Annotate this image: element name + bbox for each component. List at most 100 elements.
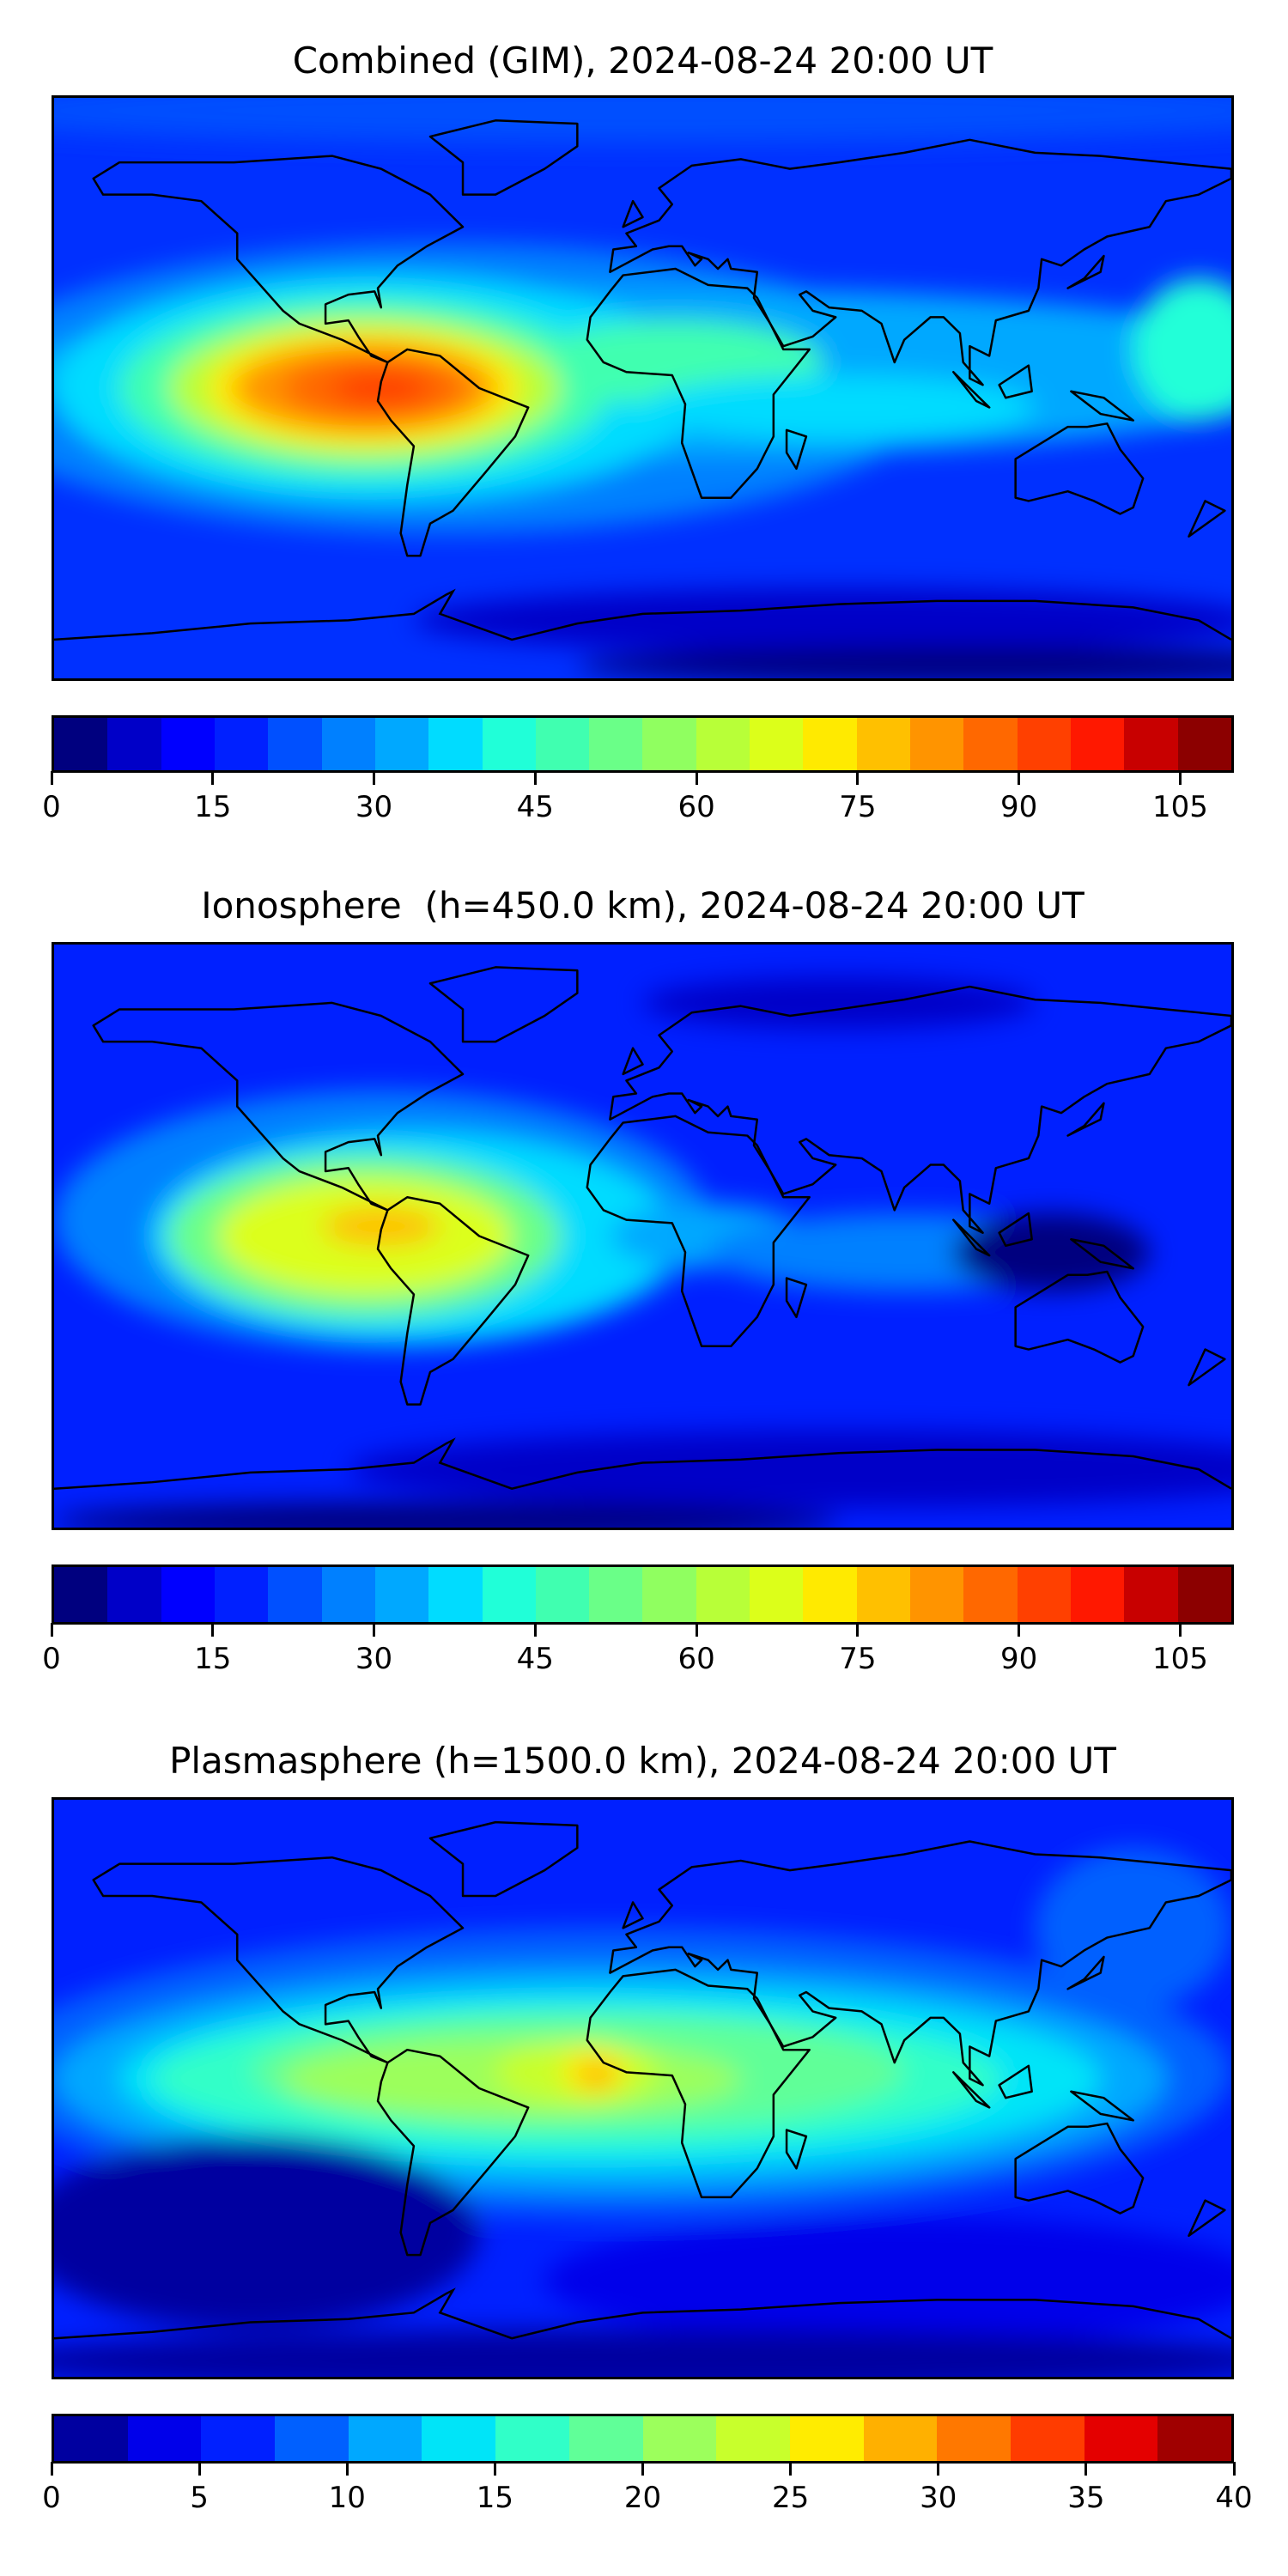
contour-region (1133, 278, 1231, 421)
coastline (953, 1220, 989, 1255)
coastline (787, 430, 806, 469)
panel-1-colorbar-ticks: 0 15 30 45 60 75 90 105 (42, 771, 1234, 824)
contour-region (544, 2216, 1231, 2345)
colorbar-bin (1084, 2416, 1158, 2461)
coastline (1068, 1103, 1104, 1136)
coastline-antarctica (54, 2290, 1231, 2338)
colorbar-bin (937, 2416, 1011, 2461)
coastline (94, 156, 463, 362)
coastline (587, 269, 810, 498)
panel-3-colorbar (52, 2414, 1234, 2464)
colorbar-bin (716, 2416, 790, 2461)
colorbar-bin (107, 718, 161, 770)
contour-region (580, 2063, 614, 2088)
tick-mark (373, 1623, 376, 1637)
tick-label: 30 (355, 790, 393, 824)
tick-label: 105 (1151, 1642, 1208, 1676)
colorbar-bin (374, 718, 429, 770)
coastline (1188, 2201, 1224, 2236)
tick-mark (50, 2462, 53, 2476)
tick-mark (493, 2462, 496, 2476)
coastline (953, 2072, 989, 2107)
colorbar-bin (1177, 1567, 1231, 1622)
field-contours (54, 976, 1231, 1528)
tick-label: 105 (1151, 790, 1208, 824)
tick-mark (211, 771, 215, 785)
colorbar-bin (750, 718, 804, 770)
coastline (610, 1842, 1231, 2086)
tick-label: 40 (1215, 2481, 1253, 2515)
colorbar-bin (374, 1567, 429, 1622)
tick-label: 0 (42, 2481, 61, 2515)
coastline (1068, 1957, 1104, 1989)
colorbar-bin (696, 1567, 750, 1622)
panel-1-map (52, 95, 1234, 681)
contour-region (642, 976, 1036, 1030)
coastline (999, 366, 1032, 398)
colorbar-bin (910, 718, 964, 770)
coastline (1071, 392, 1133, 421)
colorbar-bin (214, 718, 269, 770)
coastline (623, 1048, 643, 1074)
tick-mark (211, 1623, 215, 1637)
tick-mark (197, 2462, 201, 2476)
colorbar-bin (789, 2416, 864, 2461)
colorbar-bin (856, 1567, 910, 1622)
tick-label: 0 (42, 790, 61, 824)
tick-label: 30 (920, 2481, 957, 2515)
panel-2-colorbar-ticks: 0 15 30 45 60 75 90 105 (42, 1623, 1234, 1676)
colorbar-bin (107, 1567, 161, 1622)
panel-3-field (54, 1800, 1231, 2377)
tick-mark (937, 2462, 940, 2476)
colorbar-bin (1124, 1567, 1178, 1622)
panel-1-colorbar (52, 715, 1234, 773)
colorbar-bin (803, 1567, 857, 1622)
coastline (1016, 423, 1144, 513)
colorbar-bin (161, 1567, 215, 1622)
tick-label: 60 (677, 1642, 715, 1676)
tick-mark (533, 1623, 537, 1637)
colorbar-bin (1177, 718, 1231, 770)
colorbar-bin (482, 1567, 536, 1622)
coastline (587, 1116, 810, 1346)
colorbar-bin (482, 718, 536, 770)
contour-region (331, 372, 430, 404)
tick-label: 10 (328, 2481, 366, 2515)
tick-label: 35 (1067, 2481, 1105, 2515)
tick-label: 0 (42, 1642, 61, 1676)
tick-label: 45 (516, 790, 554, 824)
tick-label: 15 (476, 2481, 513, 2515)
field-contours (54, 98, 1231, 678)
colorbar-bin (750, 1567, 804, 1622)
contour-region (54, 2136, 480, 2329)
tick-mark (1178, 771, 1182, 785)
colorbar-bin (422, 2416, 496, 2461)
coastline (378, 2050, 528, 2255)
contour-region (54, 98, 1231, 143)
coastline (953, 372, 989, 407)
colorbar-bin (642, 1567, 696, 1622)
tick-label: 75 (839, 790, 877, 824)
coastline (378, 1197, 528, 1404)
coastline (430, 1822, 577, 1896)
colorbar-bin (589, 718, 643, 770)
colorbar-bin (589, 1567, 643, 1622)
colorbar-bin (1157, 2416, 1231, 2461)
colorbar-bin (535, 1567, 590, 1622)
coastline (999, 2066, 1032, 2098)
colorbar-bin (1010, 2416, 1084, 2461)
colorbar-bin (568, 2416, 643, 2461)
tick-label: 20 (623, 2481, 662, 2515)
colorbar-bin (428, 718, 483, 770)
panel-1-field (54, 98, 1231, 678)
coastline (1016, 2123, 1144, 2214)
tick-mark (641, 2462, 644, 2476)
colorbar-bin (268, 718, 322, 770)
coastline (94, 1857, 463, 2063)
coastline (587, 1970, 810, 2197)
tick-label: 15 (194, 1642, 232, 1676)
colorbar-bin (863, 2416, 938, 2461)
colorbar-bin (696, 718, 750, 770)
coastline (610, 140, 1231, 385)
colorbar-bin (1017, 1567, 1071, 1622)
